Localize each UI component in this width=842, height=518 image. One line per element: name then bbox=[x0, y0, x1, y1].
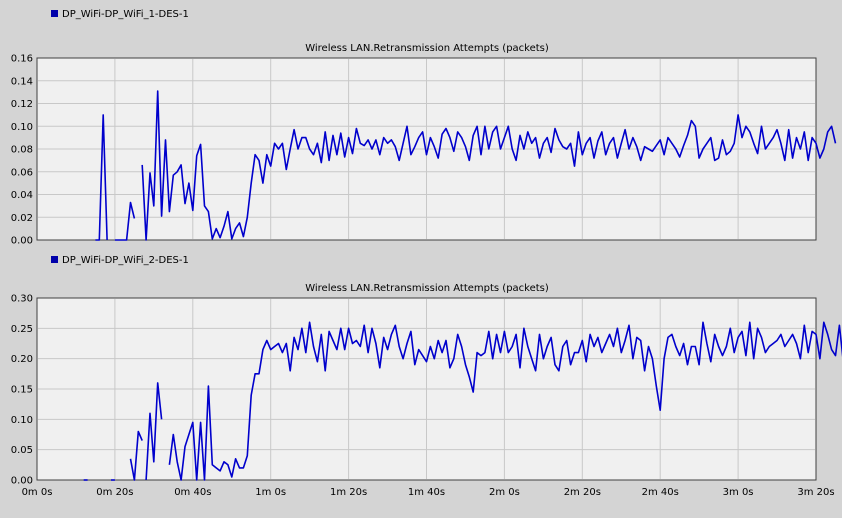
x-tick-label: 2m 20s bbox=[564, 487, 601, 498]
x-axis: 0m 0s 0m 20s 0m 40s 1m 0s 1m 20s 1m 40s 2m 0s 2… bbox=[22, 487, 835, 498]
panel-1: DP_WiFi-DP_WiFi_1-DES-1 Wireless LAN.Ret… bbox=[11, 9, 837, 247]
series-line-segment bbox=[168, 321, 842, 481]
x-tick-label: 2m 0s bbox=[489, 487, 520, 498]
x-tick-label: 2m 40s bbox=[642, 487, 679, 498]
x-tick-label: 0m 40s bbox=[174, 487, 211, 498]
y-tick-label: 0.25 bbox=[11, 324, 33, 335]
legend-swatch-1 bbox=[51, 10, 58, 17]
legend-swatch-2 bbox=[51, 256, 58, 263]
series-2 bbox=[83, 321, 842, 481]
chart-title-2: Wireless LAN.Retransmission Attempts (pa… bbox=[305, 283, 549, 294]
y-tick-label: 0.00 bbox=[11, 476, 33, 487]
y-tick-label: 0.02 bbox=[11, 213, 33, 224]
chart-title-1: Wireless LAN.Retransmission Attempts (pa… bbox=[305, 43, 549, 54]
x-tick-label: 3m 0s bbox=[723, 487, 754, 498]
series-line-segment bbox=[114, 201, 136, 241]
y-axis-1: 0.00 0.02 0.04 0.06 0.08 0.10 0.12 0.14 0.16 bbox=[11, 54, 33, 247]
x-tick-label: 1m 20s bbox=[330, 487, 367, 498]
x-tick-label: 3m 20s bbox=[797, 487, 834, 498]
x-tick-label: 0m 0s bbox=[22, 487, 53, 498]
grid-2 bbox=[38, 299, 815, 479]
x-tick-label: 1m 0s bbox=[255, 487, 286, 498]
y-tick-label: 0.20 bbox=[11, 354, 33, 365]
series-line-segment bbox=[95, 114, 108, 241]
series-line-segment bbox=[141, 90, 837, 241]
series-line-segment bbox=[129, 430, 143, 481]
legend-label-1: DP_WiFi-DP_WiFi_1-DES-1 bbox=[62, 9, 189, 20]
y-tick-label: 0.16 bbox=[11, 54, 33, 65]
y-tick-label: 0.12 bbox=[11, 99, 33, 110]
legend-label-2: DP_WiFi-DP_WiFi_2-DES-1 bbox=[62, 255, 189, 266]
y-tick-label: 0.30 bbox=[11, 294, 33, 305]
y-tick-label: 0.10 bbox=[11, 122, 33, 133]
y-tick-label: 0.14 bbox=[11, 76, 33, 87]
x-tick-label: 1m 40s bbox=[408, 487, 445, 498]
x-tick-label: 0m 20s bbox=[96, 487, 133, 498]
y-tick-label: 0.06 bbox=[11, 167, 33, 178]
series-line-segment bbox=[145, 382, 163, 481]
y-axis-2: 0.00 0.05 0.10 0.15 0.20 0.25 0.30 bbox=[11, 294, 33, 487]
y-tick-label: 0.08 bbox=[11, 145, 33, 156]
grid-1 bbox=[38, 59, 815, 239]
y-tick-label: 0.15 bbox=[11, 385, 33, 396]
y-tick-label: 0.00 bbox=[11, 236, 33, 247]
panel-2: DP_WiFi-DP_WiFi_2-DES-1 Wireless LAN.Ret… bbox=[11, 255, 842, 487]
y-tick-label: 0.10 bbox=[11, 415, 33, 426]
y-tick-label: 0.05 bbox=[11, 445, 33, 456]
y-tick-label: 0.04 bbox=[11, 190, 33, 201]
series-1 bbox=[95, 90, 837, 241]
